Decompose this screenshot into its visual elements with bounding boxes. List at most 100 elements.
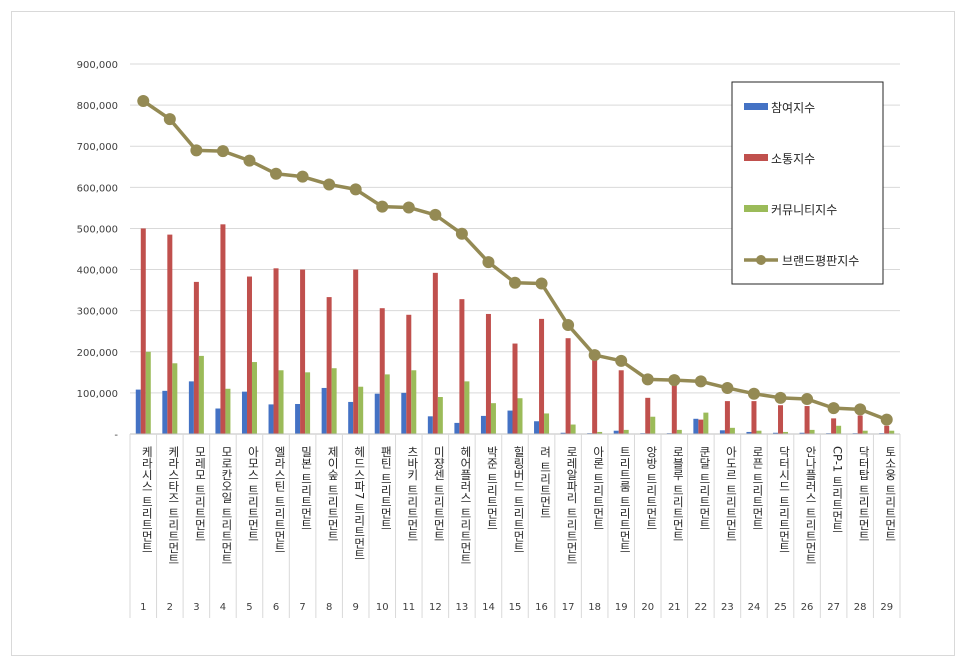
bar-참여지수 [135, 389, 141, 434]
y-tick-label: 200,000 [77, 348, 118, 359]
bar-참여지수 [215, 408, 221, 434]
rank-label: 2 [167, 602, 173, 613]
rank-label: 8 [326, 602, 332, 613]
bar-커뮤니티지수 [676, 429, 682, 434]
bar-소통지수 [193, 281, 199, 434]
gridlines [130, 63, 900, 394]
bar-참여지수 [480, 415, 486, 434]
rank-label: 13 [456, 602, 469, 613]
bar-커뮤니티지수 [384, 374, 390, 434]
line-point [721, 381, 734, 394]
bar-소통지수 [406, 314, 412, 434]
category-label: 케라시스 트리트먼트 [140, 446, 154, 553]
bar-커뮤니티지수 [517, 398, 523, 434]
bar-소통지수 [539, 318, 545, 434]
y-tick-label: - [114, 430, 118, 441]
bar-소통지수 [804, 406, 810, 434]
y-tick-label: 700,000 [77, 142, 118, 153]
rank-label: 23 [721, 602, 734, 613]
category-label: 트리트룸 트리트먼트 [618, 446, 632, 553]
line-point [163, 113, 176, 126]
bar-소통지수 [751, 401, 757, 434]
category-label: 박준 트리트먼트 [485, 446, 499, 530]
x-axis: 케라시스 트리트먼트 1 케라스타즈 트리트먼트 2 모레모 트리트먼트 3 모로칸오일 트… [129, 433, 901, 618]
legend-label: 브랜드평판지수 [782, 254, 859, 268]
category-label: 헤드스파7 트리트먼트 [353, 446, 367, 560]
bar-커뮤니티지수 [198, 355, 204, 434]
bar-참여지수 [746, 431, 752, 434]
bar-참여지수 [560, 432, 566, 434]
chart-frame: - 100,000 200,000 300,000 400,000 500,000 600,… [11, 11, 955, 656]
rank-label: 14 [482, 602, 495, 613]
legend-swatch [744, 154, 768, 161]
bar-커뮤니티지수 [862, 430, 868, 434]
line-point [880, 413, 893, 426]
bar-커뮤니티지수 [703, 412, 709, 434]
line-point [827, 402, 840, 415]
bar-소통지수 [671, 382, 677, 434]
y-axis: - 100,000 200,000 300,000 400,000 500,000 600,… [77, 60, 119, 441]
rank-label: 17 [562, 602, 575, 613]
bar-참여지수 [401, 392, 407, 434]
bar-소통지수 [273, 268, 279, 434]
rank-label: 10 [376, 602, 389, 613]
line-point [137, 95, 150, 107]
y-tick-label: 600,000 [77, 183, 118, 194]
category-label: 토소웅 트리트먼트 [884, 446, 898, 542]
y-tick-label: 400,000 [77, 266, 118, 277]
rank-label: 22 [694, 602, 707, 613]
bar-참여지수 [162, 390, 168, 434]
line-point [190, 144, 203, 157]
rank-label: 12 [429, 602, 442, 613]
bar-커뮤니티지수 [145, 351, 151, 434]
y-tick-label: 300,000 [77, 307, 118, 318]
bar-참여지수 [454, 422, 460, 434]
legend-swatch [744, 205, 768, 212]
bar-커뮤니티지수 [225, 388, 231, 434]
category-label: 로블루 트리트먼트 [671, 446, 685, 542]
bar-소통지수 [512, 343, 518, 434]
rank-label: 5 [246, 602, 252, 613]
line-point [774, 391, 787, 404]
line-point [349, 183, 362, 196]
bar-커뮤니티지수 [305, 372, 311, 434]
bar-커뮤니티지수 [756, 430, 762, 434]
line-point [482, 256, 495, 269]
bar-커뮤니티지수 [889, 430, 895, 434]
rank-label: 1 [140, 602, 146, 613]
bar-참여지수 [295, 403, 301, 434]
line-point [854, 403, 867, 416]
bar-소통지수 [592, 360, 598, 434]
line-point [535, 277, 548, 290]
bar-소통지수 [485, 313, 491, 434]
legend-marker [756, 255, 766, 265]
rank-label: 24 [748, 602, 761, 613]
bar-커뮤니티지수 [783, 431, 789, 434]
bar-참여지수 [268, 404, 274, 434]
legend-label: 참여지수 [771, 101, 815, 115]
line-point [402, 201, 415, 214]
bar-참여지수 [534, 421, 540, 434]
bar-소통지수 [778, 405, 784, 434]
bar-소통지수 [353, 269, 359, 434]
category-label: 헤어플러스 트리트먼트 [459, 446, 473, 565]
category-label: 아론 트리트먼트 [592, 446, 606, 530]
bar-참여지수 [348, 401, 354, 434]
bar-참여지수 [507, 410, 513, 434]
category-label: 려 트리트먼트 [539, 446, 553, 519]
bar-참여지수 [188, 381, 194, 434]
bar-참여지수 [321, 387, 327, 434]
rank-label: 27 [827, 602, 840, 613]
line-point [694, 375, 707, 388]
line-point [323, 178, 336, 191]
line-point [455, 227, 468, 240]
category-label: 로레알파리 트리트먼트 [565, 446, 579, 565]
rank-label: 9 [353, 602, 359, 613]
bar-소통지수 [140, 228, 146, 434]
bar-소통지수 [831, 418, 837, 434]
bar-소통지수 [724, 401, 730, 434]
bar-커뮤니티지수 [623, 429, 629, 434]
rank-label: 21 [668, 602, 681, 613]
category-label: 모로칸오일 트리트먼트 [220, 446, 234, 565]
bar-소통지수 [618, 370, 624, 434]
